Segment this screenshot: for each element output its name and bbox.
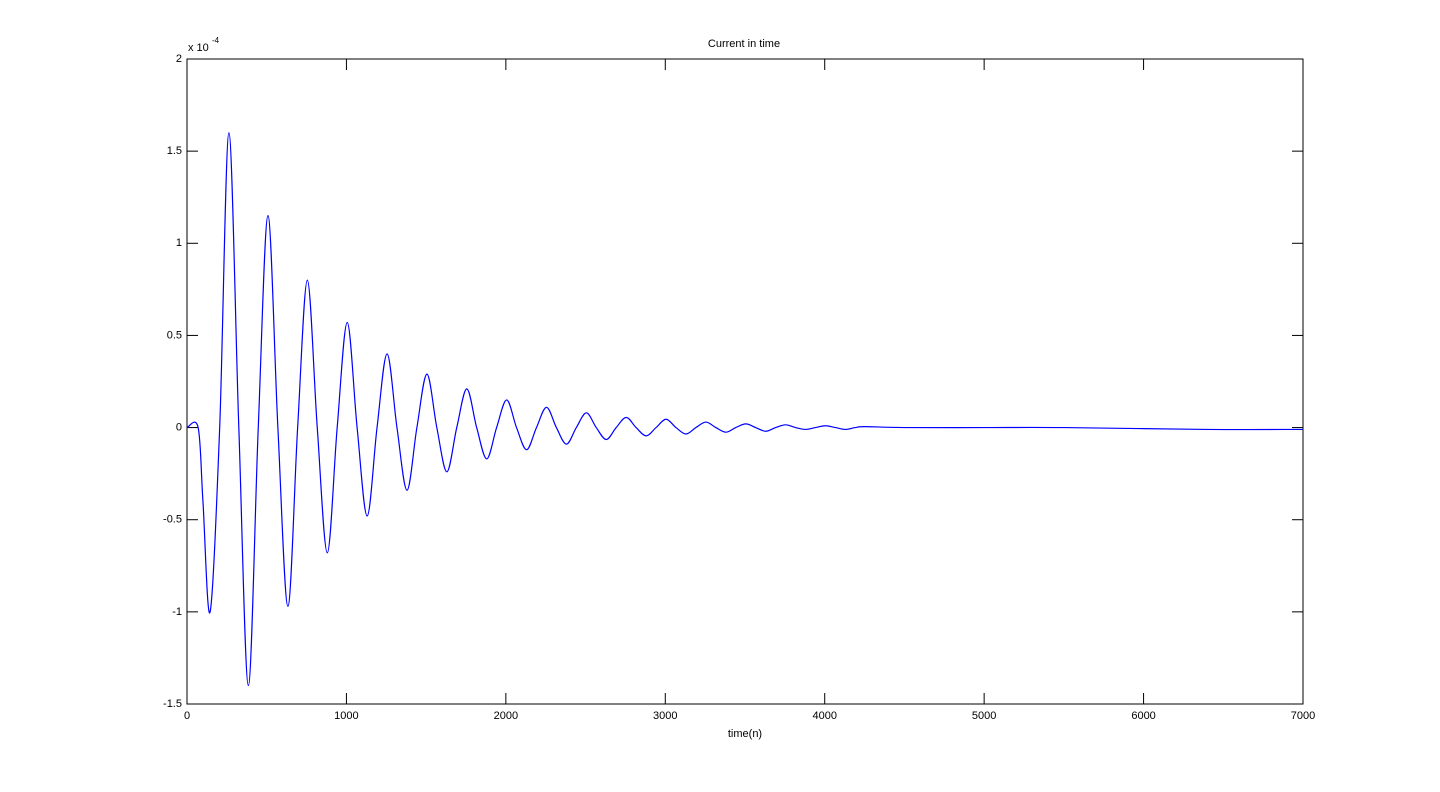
x-tick-label: 5000 <box>972 710 996 722</box>
y-tick-label: -1 <box>172 606 182 618</box>
chart-title: Current in time <box>708 38 780 50</box>
x-tick-label: 1000 <box>334 710 358 722</box>
x-tick-label: 0 <box>184 710 190 722</box>
y-tick-label: -1.5 <box>163 698 182 710</box>
y-tick-label: 0.5 <box>167 329 182 341</box>
y-scale-base: x 10 <box>188 42 209 54</box>
x-tick-label: 2000 <box>494 710 518 722</box>
y-tick-label: -0.5 <box>163 514 182 526</box>
x-tick-label: 3000 <box>653 710 677 722</box>
data-line <box>186 132 1304 687</box>
x-tick-label: 7000 <box>1291 710 1315 722</box>
y-scale-exponent: -4 <box>212 36 220 45</box>
y-tick-label: 0 <box>176 421 182 433</box>
x-tick-label: 6000 <box>1131 710 1155 722</box>
x-tick-label: 4000 <box>812 710 836 722</box>
y-tick-label: 1.5 <box>167 145 182 157</box>
x-axis-label: time(n) <box>728 728 762 740</box>
plot-box <box>186 58 1304 705</box>
y-tick-label: 2 <box>176 53 182 65</box>
y-tick-label: 1 <box>176 237 182 249</box>
